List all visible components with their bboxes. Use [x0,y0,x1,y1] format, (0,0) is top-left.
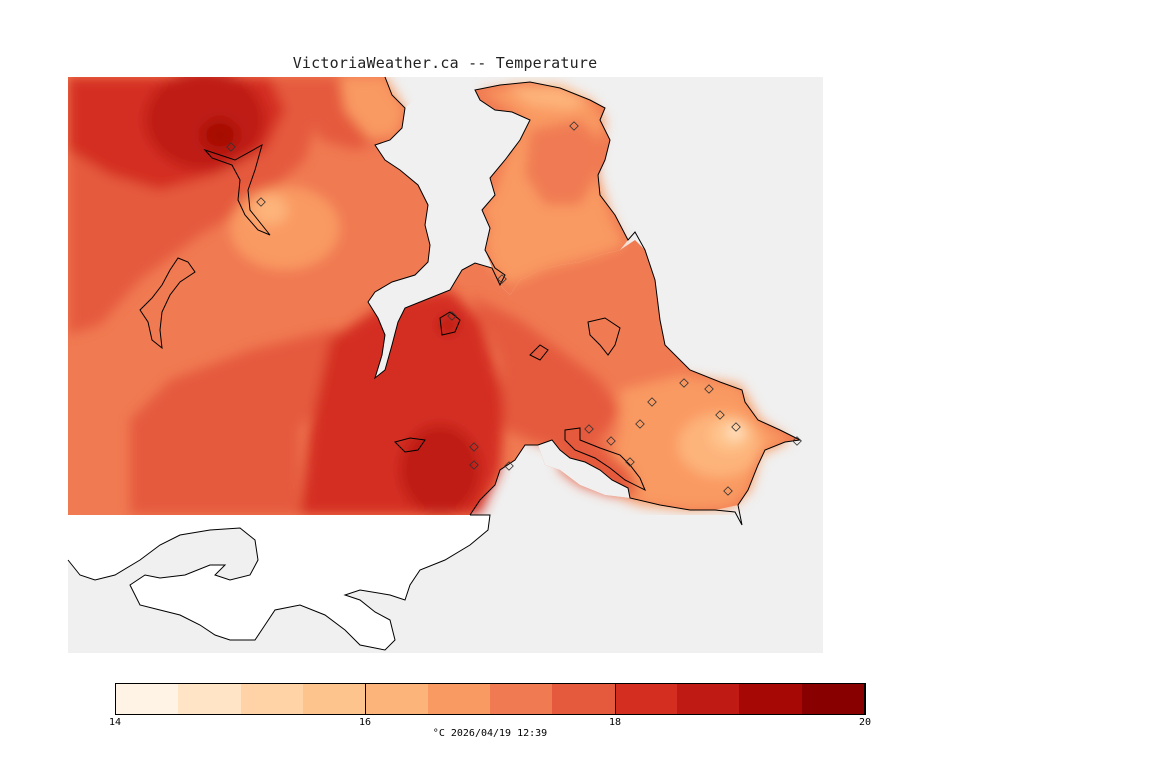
color-scale-swatch [801,684,864,714]
station-marker[interactable] [792,436,802,446]
station-marker[interactable] [723,486,733,496]
color-scale-swatch [302,684,366,714]
color-scale-swatch [116,684,179,714]
station-marker[interactable] [704,384,714,394]
coastlines [67,76,802,651]
station-marker[interactable] [647,397,657,407]
color-scale-tick [364,683,366,715]
station-marker[interactable] [256,197,266,207]
station-marker[interactable] [504,461,514,471]
color-scale-swatch [365,684,428,714]
color-scale-tick [114,683,116,715]
color-scale-bar [115,683,865,715]
color-scale-tick [614,683,616,715]
station-marker[interactable] [679,378,689,388]
water-saanich-inlet [368,82,530,378]
station-marker[interactable] [447,311,457,321]
station-marker[interactable] [625,457,635,467]
land-olympic-peninsula [68,515,490,650]
station-marker[interactable] [226,142,236,152]
station-marker[interactable] [606,436,616,446]
color-scale-tick-label: 14 [108,717,122,728]
color-scale-swatch [676,684,740,714]
weather-stations [226,121,802,496]
color-scale-swatch [178,684,241,714]
station-marker[interactable] [715,410,725,420]
color-scale-tick-label: 16 [358,717,372,728]
color-scale-swatch [427,684,490,714]
color-scale-tick [864,683,866,715]
color-scale-swatch [552,684,615,714]
station-marker[interactable] [635,419,645,429]
station-marker[interactable] [584,424,594,434]
color-scale-tick-label: 18 [608,717,622,728]
color-scale-swatch [489,684,553,714]
units-timestamp: °C 2026/04/19 12:39 [432,728,548,739]
color-scale-swatch [739,684,802,714]
water-harbour [538,440,630,498]
color-scale-swatch [240,684,303,714]
color-scale-swatch [614,684,677,714]
station-marker[interactable] [497,274,507,284]
temperature-map [67,76,823,653]
station-marker[interactable] [731,422,741,432]
station-marker[interactable] [569,121,579,131]
map-title: VictoriaWeather.ca -- Temperature [292,54,598,72]
station-marker[interactable] [469,442,479,452]
station-marker[interactable] [469,460,479,470]
temperature-contours [68,77,790,515]
color-scale-tick-label: 20 [858,717,872,728]
